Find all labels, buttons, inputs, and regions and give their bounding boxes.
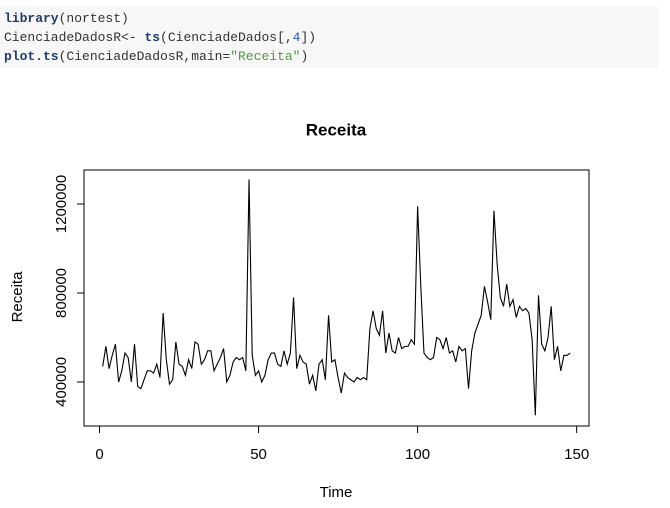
y-tick-label: 400000 bbox=[53, 357, 70, 407]
code-block: library(nortest) CienciadeDadosR<- ts(Cie… bbox=[0, 6, 658, 68]
code-token: "Receita" bbox=[230, 49, 301, 64]
x-tick-label: 50 bbox=[250, 446, 267, 463]
y-axis-label: Receita bbox=[9, 271, 26, 323]
x-tick-label: 100 bbox=[405, 446, 430, 463]
code-token: (CienciadeDados[, bbox=[160, 30, 293, 45]
code-line: CienciadeDadosR<- ts(CienciadeDados[,4]) bbox=[4, 28, 658, 47]
code-token: (CienciadeDadosR,main= bbox=[58, 49, 231, 64]
x-axis-label: Time bbox=[320, 484, 353, 501]
x-tick-label: 150 bbox=[564, 446, 589, 463]
code-line: plot.ts(CienciadeDadosR,main="Receita") bbox=[4, 47, 658, 66]
code-token: plot.ts bbox=[4, 49, 59, 64]
plot-box bbox=[83, 169, 590, 427]
code-token: ts bbox=[144, 30, 161, 45]
x-tick-label: 0 bbox=[95, 446, 103, 463]
y-tick-label: 1200000 bbox=[53, 175, 70, 233]
code-token: library bbox=[4, 11, 59, 26]
code-line: library(nortest) bbox=[4, 9, 658, 28]
series-line bbox=[102, 179, 571, 416]
code-token: (nortest) bbox=[58, 11, 129, 26]
code-token: 4 bbox=[292, 30, 301, 45]
code-token: ]) bbox=[300, 30, 317, 45]
chart-title: Receita bbox=[306, 120, 367, 139]
y-tick-label: 800000 bbox=[53, 268, 70, 318]
code-token: CienciadeDadosR<- bbox=[4, 30, 145, 45]
code-token: ) bbox=[300, 49, 309, 64]
